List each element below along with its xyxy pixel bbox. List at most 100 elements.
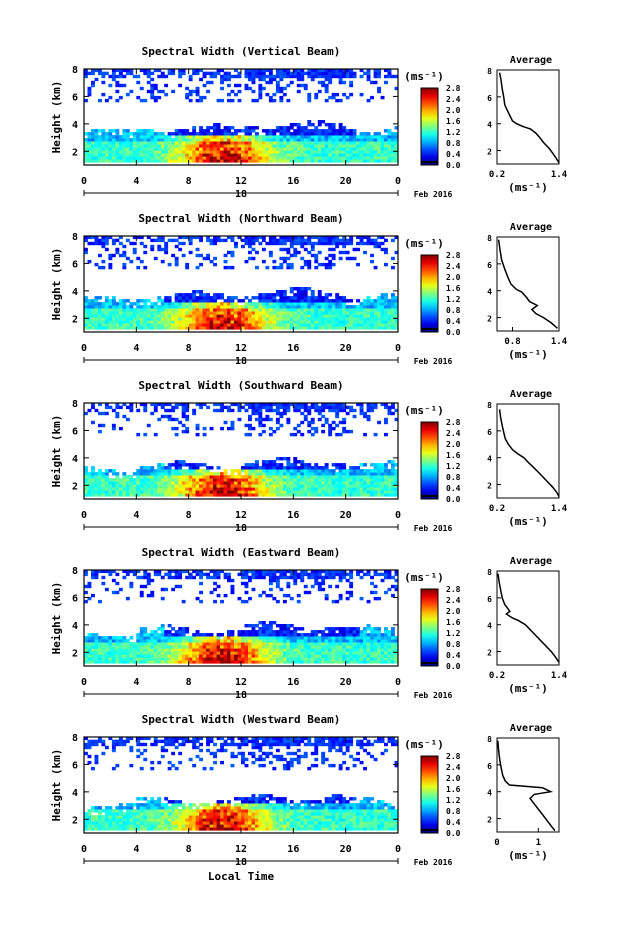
heatmap-cell [178, 311, 183, 315]
heatmap-cell [366, 71, 371, 76]
heatmap-cell [209, 660, 214, 664]
heatmap-cell [394, 314, 399, 318]
heatmap-cell [248, 320, 252, 324]
heatmap-cell [380, 135, 385, 139]
heatmap-cell [342, 481, 347, 485]
heatmap-cell [227, 323, 231, 327]
heatmap-cell [223, 420, 228, 425]
heatmap-cell [160, 247, 165, 252]
heatmap-cell [244, 630, 249, 634]
heatmap-cell [335, 326, 340, 330]
heatmap-cell [213, 323, 217, 327]
heatmap-cell [125, 639, 130, 643]
heatmap-cell [261, 466, 266, 470]
heatmap-cell [275, 265, 280, 270]
heatmap-cell [241, 308, 245, 312]
heatmap-cell [178, 572, 183, 577]
heatmap-cell [213, 129, 217, 133]
heatmap-cell [192, 126, 197, 130]
heatmap-cell [139, 323, 144, 327]
heatmap-cell [387, 460, 392, 464]
heatmap-cell [188, 572, 193, 577]
heatmap-cell [223, 405, 228, 410]
heatmap-cell [115, 639, 120, 643]
heatmap-cell [195, 247, 200, 252]
heatmap-cell [171, 490, 176, 494]
heatmap-cell [275, 411, 280, 416]
heatmap-cell [195, 290, 200, 294]
heatmap-cell [234, 153, 238, 157]
heatmap-cell [146, 423, 151, 428]
heatmap-cell [202, 308, 207, 312]
heatmap-cell [321, 262, 326, 267]
heatmap-cell [171, 417, 176, 422]
heatmap-cell [310, 290, 315, 294]
heatmap-cell [286, 478, 291, 482]
heatmap-cell [216, 493, 221, 497]
heatmap-cell [139, 657, 144, 661]
heatmap-cell [255, 484, 259, 488]
heatmap-cell [160, 475, 165, 479]
heatmap-cell [314, 408, 319, 413]
heatmap-cell [310, 432, 315, 437]
heatmap-cell [84, 153, 88, 157]
heatmap-cell [286, 624, 291, 628]
heatmap-cell [199, 478, 203, 482]
heatmap-cell [342, 153, 347, 157]
heatmap-cell [366, 405, 371, 410]
heatmap-cell [255, 660, 259, 664]
heatmap-cell [199, 569, 203, 574]
heatmap-cell [279, 484, 284, 488]
heatmap-cell [181, 423, 186, 428]
heatmap-cell [282, 490, 287, 494]
heatmap-cell [265, 475, 270, 479]
heatmap-cell [265, 80, 270, 85]
heatmap-cell [185, 235, 190, 240]
heatmap-cell [370, 144, 374, 148]
heatmap-cell [167, 320, 172, 324]
heatmap-cell [213, 490, 217, 494]
heatmap-cell [307, 138, 312, 142]
heatmap-cell [366, 481, 371, 485]
heatmap-cell [384, 317, 388, 321]
heatmap-cell [199, 235, 203, 240]
heatmap-cell [300, 241, 305, 246]
heatmap-cell [188, 235, 193, 240]
heatmap-cell [178, 463, 183, 467]
heatmap-cell [282, 642, 287, 646]
heatmap-cell [282, 302, 287, 306]
heatmap-cell [248, 86, 252, 91]
heatmap-cell [261, 320, 266, 324]
heatmap-cell [115, 144, 120, 148]
heatmap-cell [244, 238, 249, 243]
heatmap-cell [87, 408, 92, 413]
heatmap-cell [335, 411, 340, 416]
heatmap-cell [84, 320, 88, 324]
heatmap-cell [216, 314, 221, 318]
heatmap-cell [303, 490, 308, 494]
heatmap-cell [122, 262, 127, 267]
heatmap-cell [101, 314, 106, 318]
heatmap-cell [335, 98, 340, 103]
heatmap-cell [293, 150, 298, 154]
heatmap-cell [195, 320, 200, 324]
heatmap-cell [237, 320, 242, 324]
heatmap-cell [84, 138, 88, 142]
heatmap-cell [209, 575, 214, 580]
heatmap-cell [255, 569, 259, 574]
heatmap-cell [216, 639, 221, 643]
heatmap-cell [321, 144, 326, 148]
heatmap-cell [293, 651, 298, 655]
heatmap-cell [234, 150, 238, 154]
heatmap-cell [111, 296, 116, 300]
heatmap-cell [202, 302, 207, 306]
heatmap-cell [101, 326, 106, 330]
heatmap-cell [167, 490, 172, 494]
heatmap-cell [314, 74, 319, 79]
heatmap-cell [139, 129, 144, 133]
heatmap-cell [359, 153, 364, 157]
heatmap-cell [241, 660, 245, 664]
heatmap-cell [181, 630, 186, 634]
heatmap-cell [104, 478, 109, 482]
heatmap-cell [338, 141, 343, 145]
